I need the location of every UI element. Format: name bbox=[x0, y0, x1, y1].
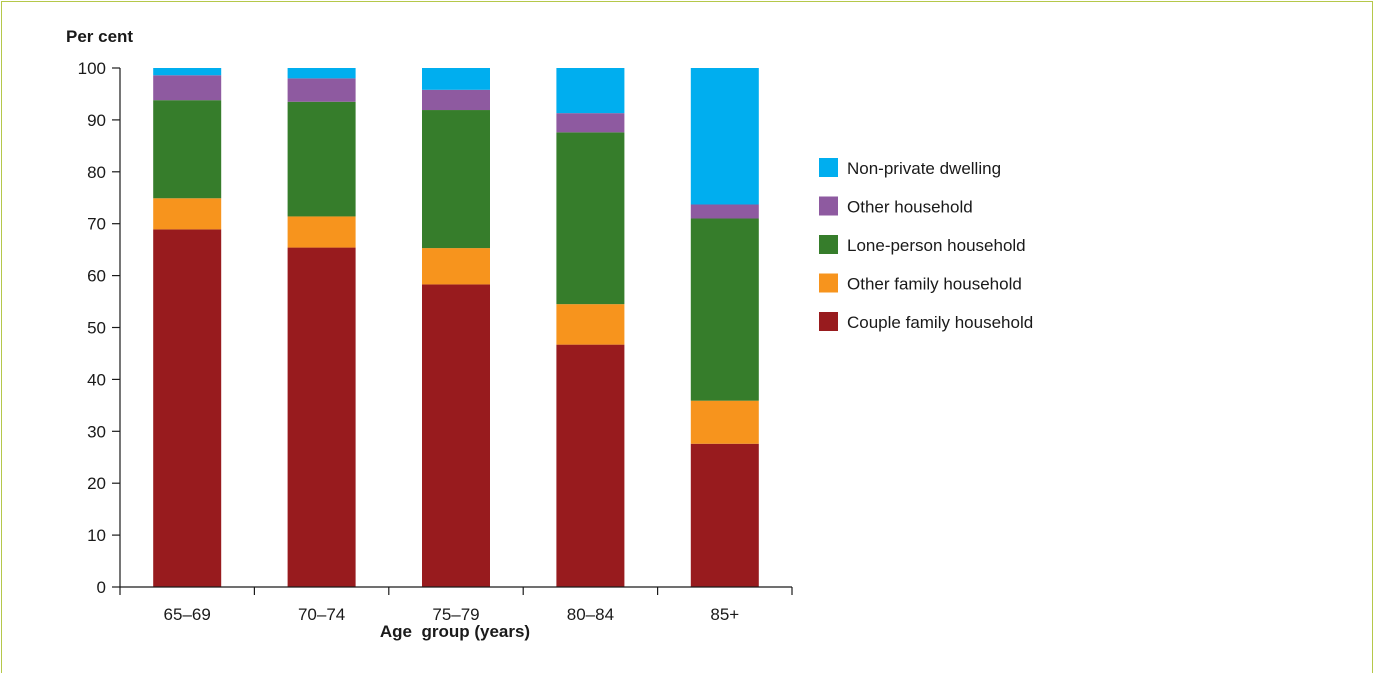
x-tick-label: 65–69 bbox=[164, 605, 211, 624]
bar-segment bbox=[690, 204, 759, 219]
y-axis-title: Per cent bbox=[66, 27, 133, 46]
bar-segment bbox=[287, 101, 356, 217]
legend-label: Non-private dwelling bbox=[847, 159, 1001, 178]
x-axis: 65–69 70–74 75–79 80–84 85+ bbox=[119, 586, 793, 624]
bar-stack bbox=[153, 68, 222, 587]
legend-item: Couple family household bbox=[819, 312, 1033, 332]
bar-segment bbox=[556, 304, 625, 345]
legend-label: Other household bbox=[847, 198, 973, 217]
bar-stack bbox=[690, 68, 759, 587]
bar-segment bbox=[422, 89, 490, 111]
bar-segment bbox=[153, 229, 222, 587]
bar-segment bbox=[153, 198, 222, 230]
bars bbox=[153, 68, 759, 587]
y-tick-label: 70 bbox=[87, 215, 106, 234]
legend-label: Lone-person household bbox=[847, 236, 1026, 255]
bar-segment bbox=[556, 344, 625, 587]
bar-segment bbox=[153, 68, 222, 76]
y-tick-label: 30 bbox=[87, 422, 106, 441]
y-tick-label: 40 bbox=[87, 370, 106, 389]
x-tick-label: 70–74 bbox=[298, 605, 345, 624]
bar-segment bbox=[287, 216, 356, 248]
legend-swatch bbox=[819, 196, 838, 216]
bar-segment bbox=[690, 400, 759, 444]
legend-swatch bbox=[819, 273, 838, 293]
y-tick-label: 100 bbox=[78, 59, 106, 78]
bar-segment bbox=[287, 68, 356, 79]
x-tick-label: 85+ bbox=[710, 605, 739, 624]
y-tick-label: 0 bbox=[97, 578, 106, 597]
bar-segment bbox=[556, 68, 625, 114]
bar-segment bbox=[153, 75, 222, 101]
legend-swatch bbox=[819, 235, 838, 254]
bar-segment bbox=[690, 68, 759, 205]
bar-segment bbox=[422, 68, 490, 90]
y-tick-label: 90 bbox=[87, 111, 106, 130]
bar-segment bbox=[287, 78, 356, 102]
bar-segment bbox=[422, 248, 490, 285]
bar-stack bbox=[556, 68, 625, 587]
legend-item: Other family household bbox=[819, 273, 1022, 294]
bar-stack bbox=[422, 68, 490, 587]
bar-segment bbox=[422, 110, 490, 249]
bar-segment bbox=[690, 443, 759, 587]
y-tick-label: 80 bbox=[87, 163, 106, 182]
bar-segment bbox=[287, 247, 356, 587]
legend-swatch bbox=[819, 312, 838, 331]
bar-segment bbox=[556, 132, 625, 305]
bar-segment bbox=[690, 218, 759, 401]
y-tick-label: 10 bbox=[87, 526, 106, 545]
legend-label: Couple family household bbox=[847, 313, 1033, 332]
legend-item: Non-private dwelling bbox=[819, 158, 1001, 178]
x-tick-label: 80–84 bbox=[567, 605, 614, 624]
legend-item: Other household bbox=[819, 196, 973, 217]
bar-segment bbox=[556, 113, 625, 133]
bar-stack bbox=[287, 68, 356, 587]
legend-item: Lone-person household bbox=[819, 235, 1026, 255]
bar-segment bbox=[153, 100, 222, 199]
y-tick-label: 50 bbox=[87, 319, 106, 338]
legend-swatch bbox=[819, 158, 838, 177]
y-tick-label: 60 bbox=[87, 267, 106, 286]
legend: Non-private dwelling Other household Lone-… bbox=[819, 158, 1033, 332]
legend-label: Other family household bbox=[847, 275, 1022, 294]
y-tick-label: 20 bbox=[87, 474, 106, 493]
x-tick-label: 75–79 bbox=[432, 605, 479, 624]
bar-segment bbox=[422, 284, 490, 587]
x-axis-title: Age group (years) bbox=[380, 622, 530, 641]
y-axis: 0 10 20 30 40 50 60 70 80 90 100 bbox=[78, 59, 121, 597]
